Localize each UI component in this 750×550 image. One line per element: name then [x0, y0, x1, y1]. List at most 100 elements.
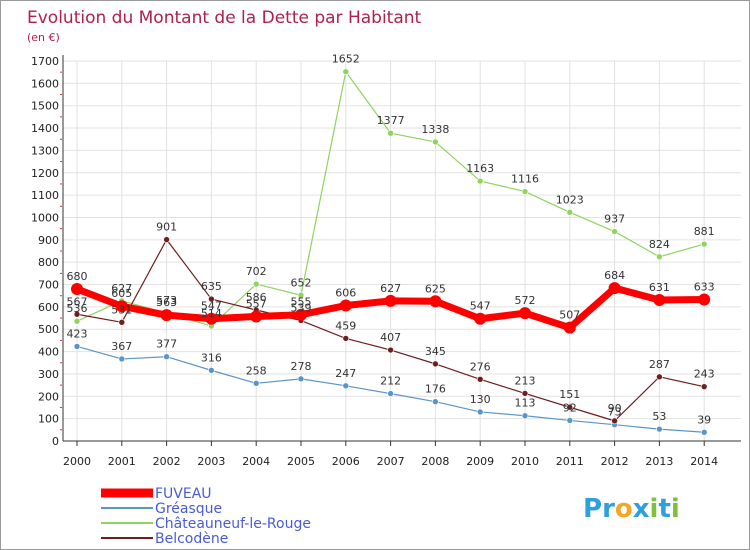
point-ch-teauneuf-le-rouge-2000 [73, 317, 81, 325]
y-tick-label: 900 [38, 234, 59, 247]
point-belcod-ne-2010 [521, 390, 529, 397]
data-label: 633 [694, 281, 715, 294]
point-gr-asque-2010 [521, 412, 529, 420]
point-ch-teauneuf-le-rouge-2005 [297, 291, 305, 299]
logo-letter: i [671, 494, 680, 524]
point-fuveau-2006 [339, 299, 352, 312]
data-label: 567 [67, 295, 88, 308]
data-label: 1163 [466, 162, 494, 175]
x-tick-label: 2011 [556, 455, 584, 468]
point-gr-asque-2006 [342, 382, 350, 390]
data-label: 557 [246, 297, 267, 310]
data-label: 90 [608, 402, 622, 415]
data-label: 258 [246, 364, 267, 377]
data-label: 73 [608, 406, 622, 419]
data-label: 367 [111, 340, 132, 353]
x-tick-label: 2000 [63, 455, 91, 468]
point-fuveau-2009 [474, 312, 487, 325]
point-belcod-ne-2002 [163, 236, 170, 243]
series-group [71, 68, 711, 436]
data-label: 407 [380, 331, 401, 344]
data-label: 901 [156, 221, 177, 234]
point-ch-teauneuf-le-rouge-2008 [432, 138, 439, 146]
x-tick-label: 2013 [645, 455, 673, 468]
data-label: 1338 [421, 123, 449, 136]
point-gr-asque-2013 [656, 425, 663, 433]
point-ch-teauneuf-le-rouge-2006 [342, 68, 350, 76]
data-label: 536 [67, 302, 88, 315]
data-label: 573 [156, 294, 177, 307]
grid [63, 60, 741, 442]
point-fuveau-2010 [519, 307, 531, 320]
data-label: 113 [515, 397, 536, 410]
y-tick-label: 800 [38, 256, 59, 269]
data-label: 276 [470, 360, 491, 373]
point-fuveau-2011 [563, 321, 576, 334]
y-tick-label: 400 [38, 346, 59, 359]
point-belcod-ne-2006 [342, 335, 350, 342]
logo-letter: t [658, 494, 670, 524]
point-belcod-ne-2014 [700, 383, 708, 390]
point-belcod-ne-2008 [432, 360, 439, 368]
x-tick-label: 2003 [197, 455, 225, 468]
logo-letter: o [615, 494, 633, 524]
y-tick-label: 1600 [31, 77, 59, 90]
data-label: 563 [156, 296, 177, 309]
y-tick-label: 500 [38, 323, 59, 336]
data-label: 627 [380, 282, 401, 295]
point-belcod-ne-2012 [611, 417, 618, 425]
data-label: 92 [563, 401, 577, 414]
legend: FUVEAUGréasqueChâteauneuf-le-RougeBelcod… [101, 486, 311, 547]
data-label: 1652 [332, 53, 360, 66]
y-tick-label: 700 [38, 279, 59, 292]
x-tick-label: 2007 [377, 455, 405, 468]
data-label: 555 [291, 296, 312, 309]
logo-letter: i [650, 494, 659, 524]
y-tick-label: 600 [38, 301, 59, 314]
y-tick-label: 100 [38, 413, 59, 426]
point-fuveau-2000 [71, 283, 83, 295]
legend-label-1: Gréasque [155, 501, 222, 517]
x-tick-label: 2006 [332, 455, 360, 468]
y-tick-label: 300 [38, 368, 59, 381]
data-label: 212 [380, 375, 401, 388]
x-tick-label: 2014 [690, 455, 718, 468]
chart-title: Evolution du Montant de la Dette par Hab… [27, 8, 422, 28]
point-ch-teauneuf-le-rouge-2012 [611, 228, 618, 235]
y-tick-label: 1400 [31, 122, 59, 135]
point-gr-asque-2011 [566, 417, 574, 424]
axes: 0 100 200 300 400 500 600 700 800 900 1000 1100 1200… [31, 55, 741, 468]
data-label: 531 [111, 303, 132, 316]
point-ch-teauneuf-le-rouge-2013 [656, 253, 663, 261]
data-label: 1377 [377, 114, 405, 127]
data-label: 278 [291, 360, 312, 373]
point-fuveau-2003 [205, 312, 218, 325]
data-label: 881 [694, 225, 715, 238]
point-fuveau-2014 [698, 293, 711, 306]
data-label: 459 [335, 319, 356, 332]
data-label: 377 [156, 338, 177, 351]
point-belcod-ne-2011 [566, 403, 574, 411]
data-label: 247 [335, 367, 356, 380]
point-belcod-ne-2013 [656, 373, 663, 381]
point-gr-asque-2007 [387, 390, 394, 397]
data-label: 625 [425, 282, 446, 295]
data-label: 631 [649, 281, 670, 294]
point-fuveau-2004 [250, 310, 263, 323]
data-label: 680 [67, 270, 88, 283]
logo-text: Proxiti [583, 494, 680, 524]
logo-letter: r [602, 494, 615, 524]
data-labels: 680 605 563 547 557 555 606 627 625 547 572 507 684 6… [67, 53, 715, 427]
data-label: 606 [335, 287, 356, 300]
x-tick-label: 2004 [242, 455, 270, 468]
point-ch-teauneuf-le-rouge-2009 [476, 177, 484, 185]
x-tick-label: 2002 [153, 455, 181, 468]
point-fuveau-2007 [384, 294, 397, 307]
data-label: 572 [515, 294, 536, 307]
data-label: 39 [697, 413, 711, 426]
y-tick-label: 0 [52, 435, 59, 448]
chart-subtitle: (en €) [27, 31, 60, 44]
y-tick-label: 1000 [31, 211, 59, 224]
